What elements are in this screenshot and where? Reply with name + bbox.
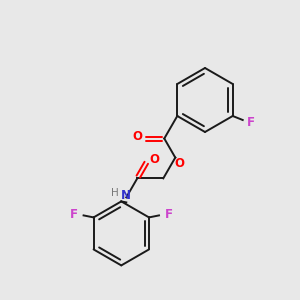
Text: O: O: [149, 152, 159, 166]
Text: O: O: [174, 157, 184, 170]
Text: F: F: [165, 208, 173, 221]
Text: O: O: [132, 130, 142, 143]
Text: F: F: [247, 116, 255, 130]
Text: F: F: [70, 208, 78, 221]
Text: H: H: [111, 188, 119, 198]
Text: N: N: [121, 189, 131, 202]
